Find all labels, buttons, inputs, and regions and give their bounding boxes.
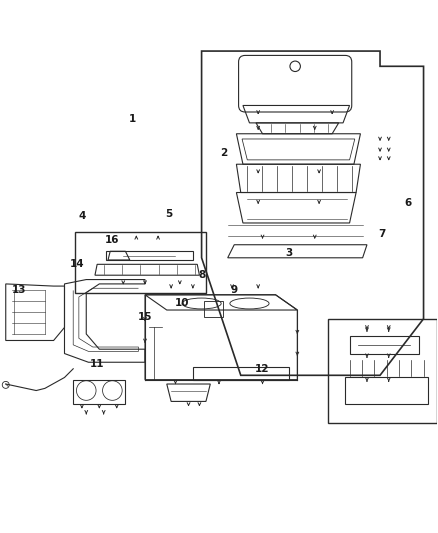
Text: 16: 16 — [105, 236, 120, 245]
Text: 13: 13 — [11, 286, 26, 295]
Text: 11: 11 — [90, 359, 104, 369]
Text: 8: 8 — [198, 270, 205, 280]
Text: 15: 15 — [138, 312, 152, 321]
Text: 2: 2 — [220, 148, 227, 158]
Text: 7: 7 — [378, 229, 386, 239]
Text: 4: 4 — [78, 212, 85, 221]
Text: 5: 5 — [165, 209, 173, 219]
Bar — [204, 301, 223, 317]
Text: 14: 14 — [70, 260, 85, 269]
Text: 9: 9 — [231, 286, 238, 295]
Text: 1: 1 — [128, 114, 136, 124]
Text: 12: 12 — [255, 364, 270, 374]
Text: 10: 10 — [175, 298, 189, 309]
Text: 6: 6 — [405, 198, 412, 208]
Text: 3: 3 — [285, 248, 292, 259]
